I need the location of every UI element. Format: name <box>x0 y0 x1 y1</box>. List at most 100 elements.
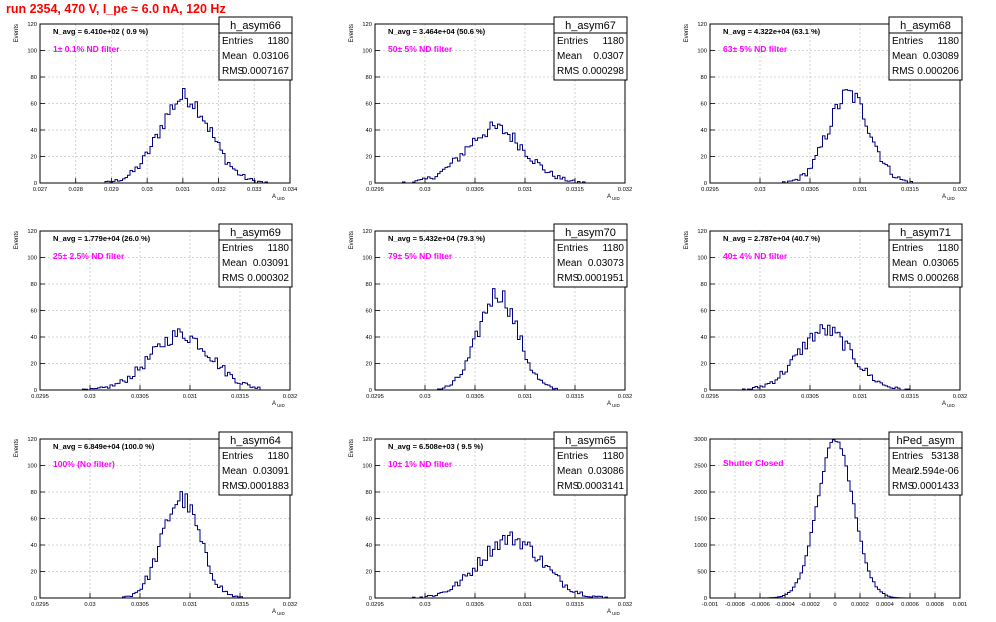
y-tick-label: 40 <box>366 543 372 549</box>
stats-key: RMS <box>892 481 915 492</box>
y-tick-label: 0 <box>34 181 37 187</box>
y-tick-label: 40 <box>701 335 707 341</box>
stats-key: Entries <box>892 36 923 47</box>
stats-key: RMS <box>222 66 245 77</box>
y-tick-label: 100 <box>27 49 37 55</box>
stats-key: Entries <box>557 451 588 462</box>
x-tick-label: 0.0315 <box>231 602 249 608</box>
x-tick-label: 0.001 <box>953 602 968 608</box>
stats-value: 0.0007167 <box>242 66 290 77</box>
x-tick-label: 0.0006 <box>901 602 919 608</box>
y-tick-label: 20 <box>366 155 372 161</box>
x-axis-label: AUID <box>272 401 286 408</box>
stats-title: hPed_asym <box>896 435 954 447</box>
x-tick-label: 0.0295 <box>31 602 49 608</box>
stats-value: 0.0001951 <box>577 273 625 284</box>
y-tick-label: 120 <box>362 229 372 235</box>
stats-key: Mean <box>222 258 247 269</box>
x-tick-label: 0.0305 <box>801 187 819 193</box>
navg-label: N_avg = 4.322e+04 (63.1 %) <box>723 27 821 36</box>
stats-key: RMS <box>557 273 580 284</box>
y-tick-label: 3000 <box>694 437 707 443</box>
filter-label: 50± 5% ND filter <box>388 44 453 54</box>
x-tick-label: 0.028 <box>68 187 83 193</box>
x-tick-label: 0.0315 <box>901 394 919 400</box>
x-tick-label: 0.032 <box>618 187 633 193</box>
stats-value: 0.03086 <box>588 466 625 477</box>
stats-box <box>888 431 963 496</box>
y-tick-label: 20 <box>701 155 707 161</box>
stats-key: RMS <box>222 481 245 492</box>
stats-value: 0.000298 <box>582 66 624 77</box>
y-tick-label: 500 <box>697 570 707 576</box>
histogram-panel-h_asym67: 0.0295 0.03 0.0305 0.031 0.0315 0.032 0 20 40 60 8… <box>349 16 633 201</box>
histogram-line <box>375 531 625 599</box>
x-tick-label: 0.034 <box>283 187 298 193</box>
stats-key: Mean <box>557 258 582 269</box>
x-axis-label: AUID <box>607 401 621 408</box>
x-tick-label: 0.0315 <box>566 187 584 193</box>
x-tick-label: 0.031 <box>183 602 198 608</box>
histogram-panel-hPed_asym: -0.001 -0.0008 -0.0006 -0.0004 -0.0002 0 0.000… <box>694 431 968 608</box>
y-tick-label: 120 <box>27 229 37 235</box>
stats-box <box>553 431 628 496</box>
y-tick-label: 60 <box>366 102 372 108</box>
stats-title: h_asym64 <box>230 435 281 447</box>
stats-key: Entries <box>557 36 588 47</box>
y-axis-label: Events <box>349 24 355 42</box>
filter-label: 40± 4% ND filter <box>723 251 788 261</box>
x-tick-label: 0.0295 <box>366 602 384 608</box>
x-tick-label: 0.027 <box>33 187 48 193</box>
stats-key: Entries <box>222 451 253 462</box>
navg-label: N_avg = 6.508e+03 ( 9.5 %) <box>388 442 484 451</box>
y-tick-label: 60 <box>31 517 37 523</box>
y-tick-label: 80 <box>366 75 372 81</box>
y-tick-label: 0 <box>704 388 707 394</box>
stats-value: 0.0307 <box>593 51 624 62</box>
stats-key: Mean <box>892 258 917 269</box>
histogram-line <box>40 87 290 184</box>
x-tick-label: 0.029 <box>104 187 119 193</box>
x-tick-label: 0.03 <box>419 602 430 608</box>
stats-value: 0.0001433 <box>912 481 960 492</box>
y-tick-label: 0 <box>369 596 372 602</box>
x-tick-label: 0.0305 <box>801 394 819 400</box>
x-tick-label: 0.03 <box>754 394 765 400</box>
stats-value: 0.03089 <box>923 51 960 62</box>
stats-box <box>218 223 293 288</box>
x-tick-label: -0.0006 <box>750 602 770 608</box>
stats-value: 0.0001883 <box>242 481 290 492</box>
stats-key: RMS <box>892 66 915 77</box>
y-tick-label: 20 <box>31 155 37 161</box>
stats-key: Mean <box>892 466 917 477</box>
x-tick-label: 0.0295 <box>701 394 719 400</box>
stats-value: 0.0003141 <box>577 481 625 492</box>
y-axis-label: Events <box>684 24 690 42</box>
x-axis-label: AUID <box>272 194 286 201</box>
x-tick-label: 0.03 <box>84 394 95 400</box>
x-tick-label: 0.03 <box>419 187 430 193</box>
stats-value: 1180 <box>267 243 289 254</box>
stats-value: 1180 <box>937 243 959 254</box>
y-tick-label: 0 <box>369 388 372 394</box>
y-axis-label: Events <box>14 231 20 249</box>
y-tick-label: 40 <box>701 128 707 134</box>
y-tick-label: 60 <box>701 102 707 108</box>
x-tick-label: 0 <box>833 602 836 608</box>
stats-box <box>888 16 963 81</box>
y-tick-label: 60 <box>701 309 707 315</box>
x-tick-label: 0.0002 <box>851 602 869 608</box>
stats-title: h_asym68 <box>900 20 951 32</box>
y-tick-label: 2000 <box>694 490 707 496</box>
x-tick-label: 0.03 <box>419 394 430 400</box>
stats-box <box>218 16 293 81</box>
stats-title: h_asym67 <box>565 20 616 32</box>
filter-label: 63± 5% ND filter <box>723 44 788 54</box>
filter-label: Shutter Closed <box>723 458 783 468</box>
x-tick-label: 0.031 <box>853 187 868 193</box>
x-tick-label: 0.0315 <box>566 394 584 400</box>
x-axis-label: AUID <box>607 609 621 616</box>
filter-label: 79± 5% ND filter <box>388 251 453 261</box>
y-tick-label: 40 <box>366 128 372 134</box>
y-tick-label: 120 <box>697 229 707 235</box>
